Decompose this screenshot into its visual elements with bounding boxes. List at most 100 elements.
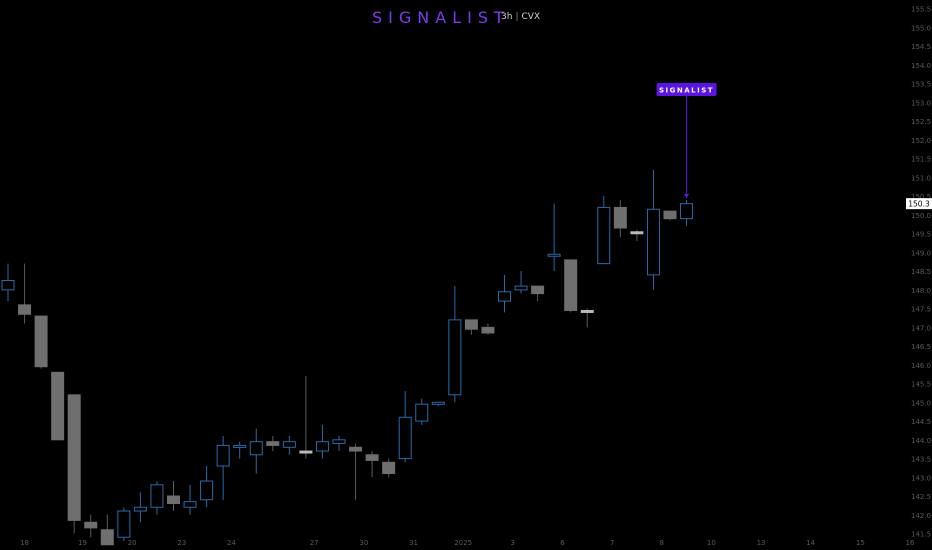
candle-body [100,529,114,546]
x-tick-label: 8 [659,539,663,547]
candle [580,308,594,328]
x-tick-label: 13 [757,539,766,547]
candle-body [431,401,445,405]
candle [613,199,627,238]
candle-body [365,454,379,461]
candle-body [249,441,263,456]
last-price-box [906,198,932,210]
candle [1,263,15,302]
candle-body [382,461,396,475]
candle-body [349,446,363,452]
time-axis: 18 19 20 23 24 27 30 31 2025 3 6 7 8 10 13 14 15 16 [20,539,915,547]
candle-body [167,495,180,505]
x-tick-label: 27 [310,539,319,547]
y-tick-label: 142.0 [911,512,931,520]
candle [233,441,247,459]
x-tick-label: 15 [856,539,865,547]
candle-body [514,285,528,291]
candle [514,271,528,294]
candle [365,451,379,478]
y-tick-label: 141.5 [911,531,931,539]
candle-body [183,501,197,508]
x-tick-label: 20 [128,539,137,547]
y-tick-label: 146.0 [911,362,931,370]
last-price-label: 150.3 [906,198,932,210]
y-tick-label: 149.5 [911,231,931,239]
x-tick-label: 6 [560,539,565,547]
y-tick-label: 143.5 [911,456,931,464]
candle [547,203,561,272]
x-tick-label: 7 [610,539,614,547]
candle [646,169,660,290]
candle-body [663,210,677,220]
candle-body [415,403,429,422]
y-tick-label: 146.5 [911,343,931,351]
y-tick-label: 152.0 [911,137,931,145]
candle [67,394,81,534]
price-axis: 141.5 142.0 142.5 143.0 143.5 144.0 144.5 145.0… [911,6,931,539]
y-tick-label: 153.0 [911,99,931,107]
candle [663,210,677,221]
candle [431,401,445,407]
candle [332,436,346,452]
candle [415,398,429,425]
candle-body [34,315,48,368]
y-tick-label: 154.5 [911,43,931,51]
candle [167,481,180,512]
candle-body [282,441,296,448]
y-tick-label: 154.0 [911,62,931,70]
candle [34,315,48,369]
candle [282,436,296,455]
candle [349,443,363,500]
candle-body [464,319,478,330]
x-tick-label: 23 [177,539,186,547]
x-tick-label: 18 [20,539,29,547]
candle [183,484,197,515]
x-tick-label: 31 [409,539,418,547]
candle-body [481,326,495,334]
x-tick-label: 14 [806,539,815,547]
y-tick-label: 143.0 [911,474,931,482]
y-tick-label: 152.5 [911,118,931,126]
candle-body [613,206,627,229]
candle [464,319,478,335]
candle-body [531,285,545,295]
candle [84,514,98,538]
candle-body [299,450,313,454]
candle-body [67,394,81,521]
candle [448,286,462,403]
x-tick-label: 24 [227,539,236,547]
candle [680,199,694,227]
marker-label: SIGNALIST [659,87,714,95]
candle-body [133,506,147,512]
x-tick-label: 10 [707,539,716,547]
candle-body [398,416,412,460]
y-tick-label: 153.5 [911,81,931,89]
candle [51,371,65,441]
candle-body [233,444,247,448]
marker-arrow [684,193,690,199]
x-tick-label: 16 [906,539,915,547]
y-tick-label: 149.0 [911,249,931,257]
x-tick-label: 30 [359,539,368,547]
candle-body [315,441,329,452]
y-tick-label: 155.0 [911,24,931,32]
candle [564,259,578,313]
y-tick-label: 150.5 [911,193,931,201]
candle [382,458,396,478]
candle [133,492,147,523]
x-tick-label: 2025 [454,539,472,547]
y-tick-label: 142.5 [911,493,931,501]
candle-body [332,439,346,445]
candle-body [580,309,594,313]
candle-body [1,279,15,291]
candle-body [680,203,694,220]
y-tick-label: 145.0 [911,399,931,407]
y-tick-label: 144.0 [911,437,931,445]
candle [200,466,214,508]
last-price-text: 150.3 [908,200,930,209]
candle-body [117,510,131,538]
y-tick-label: 147.0 [911,324,931,332]
